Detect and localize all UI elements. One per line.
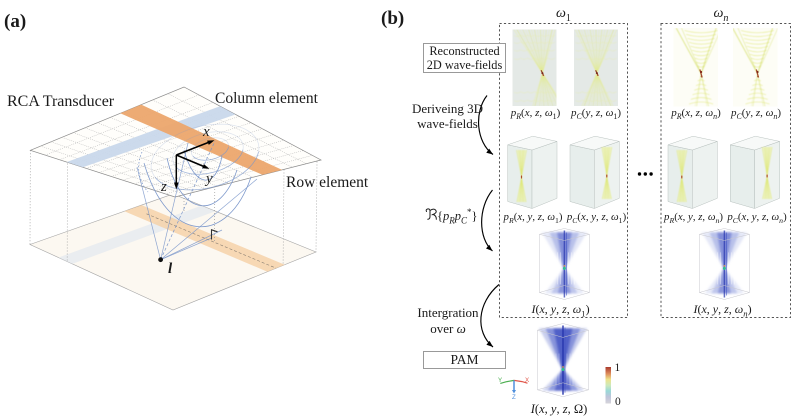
svg-text:X: X bbox=[525, 377, 529, 384]
svg-text:Z: Z bbox=[512, 394, 516, 401]
svg-text:Y: Y bbox=[498, 377, 502, 384]
